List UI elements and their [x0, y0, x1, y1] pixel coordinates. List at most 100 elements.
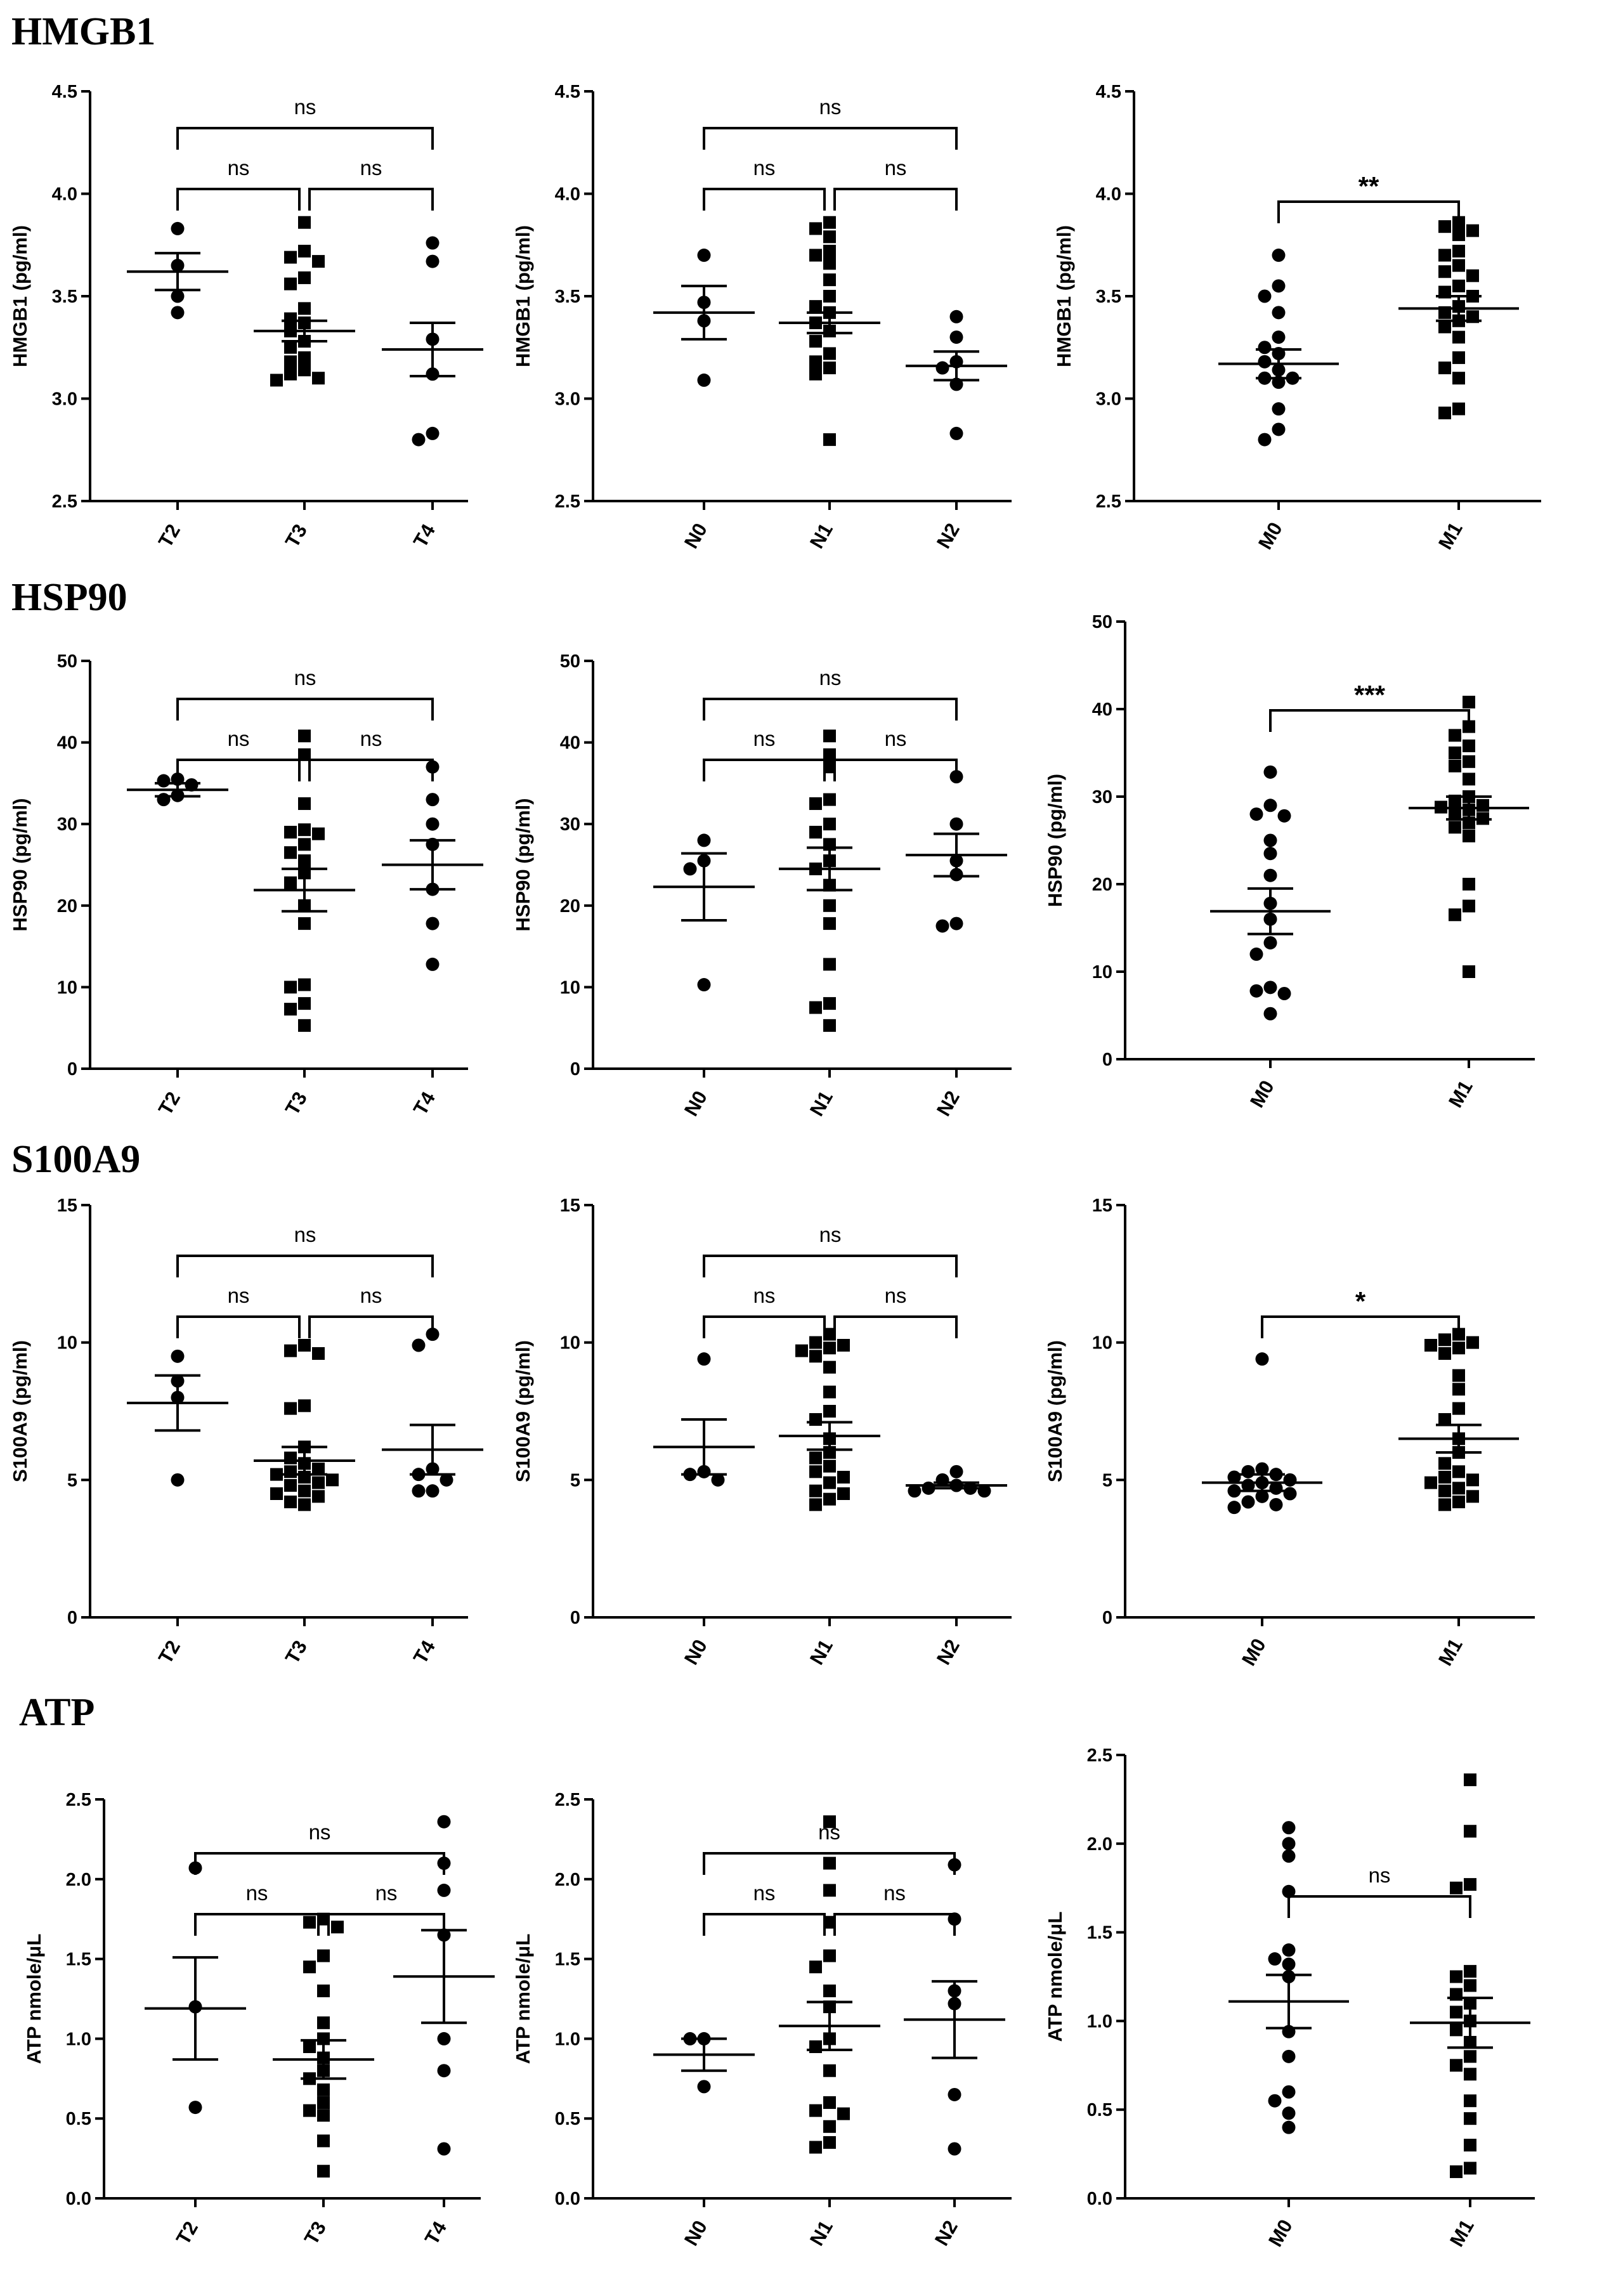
data-point-M1 [1464, 1979, 1476, 1992]
data-point-M0 [1258, 433, 1272, 447]
data-point-T3 [298, 917, 311, 930]
y-tick-label: 4.0 [52, 185, 77, 205]
panel-atp-t: 0.0 0.5 1.0 1.5 2.0 2.5 ATP nmole/μL T2 T3 T4 ns ns… [23, 1790, 495, 2248]
data-point-M0 [1282, 1943, 1296, 1957]
data-point-M1 [1438, 1457, 1451, 1470]
data-point-N1 [823, 2136, 836, 2149]
data-point-M1 [1438, 407, 1451, 420]
data-point-T3 [298, 1484, 311, 1497]
data-point-T4 [412, 1484, 426, 1498]
data-point-M1 [1438, 220, 1451, 233]
data-point-N1 [823, 216, 836, 229]
data-point-N1 [823, 917, 836, 930]
data-point-M1 [1464, 2094, 1476, 2108]
y-tick-label: 15 [1092, 1196, 1112, 1216]
significance-label: ** [1359, 171, 1379, 201]
data-point-T3 [284, 1402, 297, 1415]
data-point-M1 [1438, 265, 1451, 278]
significance-bracket [833, 759, 958, 781]
significance-label: ns [819, 1223, 842, 1246]
y-tick-label: 5 [570, 1470, 580, 1490]
data-point-T3 [317, 2109, 330, 2122]
significance-bracket [833, 1913, 956, 1936]
data-point-N1 [823, 433, 836, 447]
data-point-M1 [1466, 1490, 1479, 1503]
data-point-M1 [1463, 695, 1475, 708]
data-point-N1 [823, 1360, 836, 1374]
data-point-M1 [1452, 1402, 1465, 1415]
data-point-M0 [1263, 833, 1277, 847]
data-point-T4 [437, 2142, 451, 2156]
panel-s100a9-m: 0 5 10 15 S100A9 (pg/ml) M0 M1 * [1044, 1196, 1535, 1669]
data-point-M1 [1463, 739, 1475, 752]
data-point-M0 [1282, 2120, 1296, 2134]
data-point-T3 [284, 277, 297, 290]
data-point-T3 [298, 244, 311, 258]
significance-bracket [703, 759, 826, 781]
panel-s100a9-t: 0 5 10 15 S100A9 (pg/ml) T2 T3 T4 ns ns ns [9, 1196, 483, 1667]
data-point-T3 [270, 1487, 283, 1500]
data-point-T3 [298, 838, 311, 851]
data-point-N1 [809, 797, 822, 811]
y-tick-label: 10 [1092, 962, 1112, 982]
data-point-N1 [823, 1915, 836, 1929]
data-point-M1 [1450, 2006, 1463, 2019]
data-point-N1 [795, 1344, 808, 1357]
data-point-M1 [1449, 747, 1461, 759]
data-point-M1 [1452, 351, 1465, 364]
significance-label: ns [294, 95, 316, 119]
data-point-T3 [317, 2083, 330, 2096]
y-tick-label: 20 [560, 896, 580, 916]
data-point-M0 [1277, 809, 1291, 823]
data-point-M0 [1282, 2085, 1296, 2099]
panel-hmgb1-m: 2.5 3.0 3.5 4.0 4.5 HMGB1 (pg/ml) M0 M1 ** [1053, 82, 1541, 553]
data-point-N1 [823, 230, 836, 244]
data-point-N0 [697, 1352, 711, 1366]
y-tick-label: 50 [1092, 612, 1112, 632]
data-point-M0 [1258, 355, 1272, 369]
data-point-T2 [171, 221, 185, 235]
data-point-N1 [823, 729, 836, 743]
data-point-M0 [1263, 765, 1277, 779]
significance-bracket [1261, 1315, 1460, 1338]
significance-label: ns [819, 666, 842, 689]
data-point-M0 [1263, 868, 1277, 882]
significance-bracket [176, 759, 301, 781]
data-point-M0 [1282, 2106, 1296, 2120]
y-tick-label: 1.0 [1087, 2011, 1112, 2032]
data-point-M1 [1452, 1341, 1465, 1355]
data-point-M1 [1463, 755, 1475, 768]
y-axis-label: HMGB1 (pg/ml) [1053, 225, 1075, 367]
y-tick-label: 4.5 [52, 82, 77, 102]
data-point-T3 [326, 1473, 339, 1487]
panel-hsp90-m: 0 10 20 30 40 50 HSP90 (pg/ml) M0 M1 *** [1044, 612, 1535, 1111]
significance-label: ns [819, 95, 842, 119]
y-tick-label: 2.5 [555, 492, 580, 512]
y-tick-label: 10 [560, 977, 580, 998]
data-point-M0 [1249, 807, 1263, 821]
significance-label: ns [360, 1284, 382, 1307]
row-title-hsp90: HSP90 [11, 576, 127, 619]
y-tick-label: 0.5 [66, 2109, 91, 2129]
data-point-M0 [1249, 947, 1263, 961]
y-tick-label: 4.5 [1096, 82, 1121, 102]
data-point-M0 [1255, 1462, 1269, 1476]
data-point-M1 [1438, 1498, 1451, 1511]
significance-bracket [1269, 709, 1470, 732]
data-point-N0 [683, 862, 697, 876]
y-axis-label: HMGB1 (pg/ml) [512, 225, 534, 367]
y-tick-label: 40 [560, 733, 580, 753]
data-point-M1 [1464, 2162, 1476, 2175]
data-point-N1 [809, 335, 822, 348]
data-point-N1 [823, 958, 836, 971]
significance-bracket [176, 188, 301, 211]
data-point-N1 [809, 1413, 822, 1426]
data-point-M1 [1476, 799, 1489, 812]
data-point-T3 [312, 1463, 325, 1475]
panel-hmgb1-t: 2.5 3.0 3.5 4.0 4.5 HMGB1 (pg/ml) T2 T3 T4 ns ns ns [9, 82, 483, 551]
x-tick-label: T3 [281, 1636, 311, 1667]
data-point-N2 [935, 361, 949, 375]
data-point-M0 [1227, 1484, 1241, 1498]
y-tick-label: 10 [57, 1333, 77, 1353]
